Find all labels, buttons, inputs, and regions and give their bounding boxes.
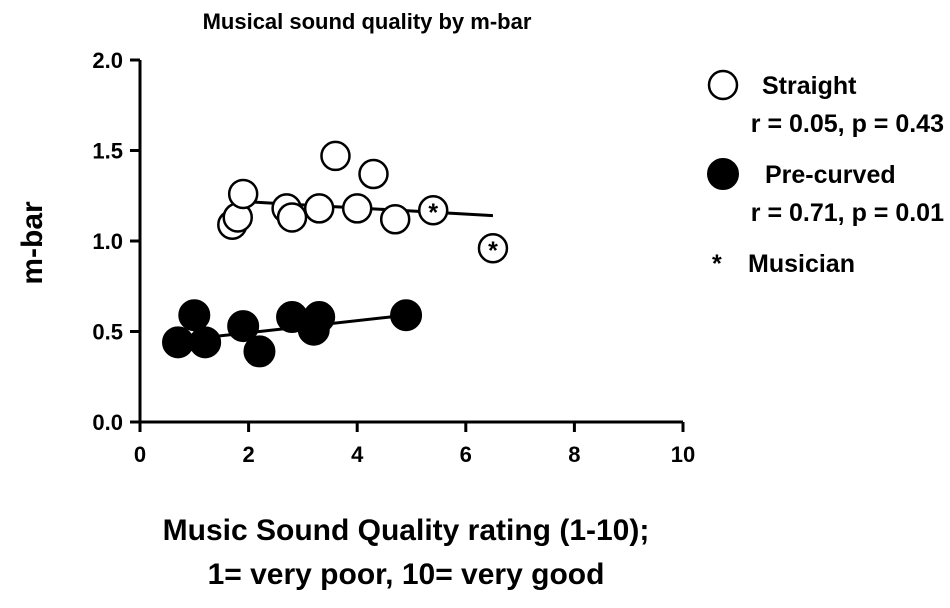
legend-stats-pre-curved: r = 0.71, p = 0.01 bbox=[751, 199, 944, 227]
legend: Straight r = 0.05, p = 0.43 Pre-curved r… bbox=[707, 69, 944, 278]
legend-marker-straight bbox=[707, 69, 739, 101]
x-axis-label-line-2: 1= very poor, 10= very good bbox=[208, 558, 605, 591]
point-series-0 bbox=[358, 158, 389, 190]
point-series-1 bbox=[303, 301, 336, 334]
x-axis-ticks: 0 2 4 6 8 10 bbox=[134, 422, 695, 467]
x-tick-label: 0 bbox=[134, 442, 146, 467]
y-axis-label: m-bar bbox=[16, 201, 49, 285]
x-tick-label: 10 bbox=[671, 442, 695, 467]
chart-title: Musical sound quality by m-bar bbox=[203, 9, 532, 34]
point-series-0 bbox=[417, 194, 449, 226]
legend-musician-label: Musician bbox=[748, 250, 855, 278]
point-series-1 bbox=[243, 335, 276, 368]
musician-marker: * bbox=[428, 199, 438, 227]
y-tick-label: 1.0 bbox=[92, 229, 123, 254]
x-tick-label: 4 bbox=[351, 442, 364, 467]
y-tick-label: 2.0 bbox=[92, 48, 123, 73]
data-points: ** bbox=[162, 140, 509, 368]
point-series-0 bbox=[477, 232, 509, 264]
x-axis-label-line-1: Music Sound Quality rating (1-10); bbox=[163, 514, 650, 547]
y-tick-label: 1.5 bbox=[92, 139, 123, 164]
legend-musician-symbol: * bbox=[712, 250, 722, 278]
x-tick-label: 8 bbox=[568, 442, 580, 467]
point-series-0 bbox=[341, 193, 373, 224]
point-series-0 bbox=[379, 204, 411, 235]
y-axis-ticks: 0.0 0.5 1.0 1.5 2.0 bbox=[92, 48, 140, 435]
point-series-1 bbox=[227, 310, 260, 343]
point-series-1 bbox=[390, 299, 423, 332]
point-series-0 bbox=[303, 193, 335, 224]
legend-stats-straight: r = 0.05, p = 0.43 bbox=[751, 110, 944, 138]
x-tick-label: 2 bbox=[242, 442, 254, 467]
point-series-0 bbox=[276, 202, 308, 233]
y-tick-label: 0.0 bbox=[92, 410, 123, 435]
musician-marker: * bbox=[488, 237, 498, 265]
point-series-0 bbox=[320, 140, 351, 172]
legend-marker-pre-curved bbox=[707, 158, 739, 190]
point-series-1 bbox=[189, 326, 222, 359]
x-tick-label: 6 bbox=[460, 442, 472, 467]
point-series-1 bbox=[178, 299, 211, 332]
point-series-0 bbox=[227, 178, 259, 210]
point-series-1 bbox=[162, 326, 195, 359]
y-tick-label: 0.5 bbox=[92, 320, 123, 345]
legend-label-pre-curved: Pre-curved bbox=[765, 161, 896, 189]
legend-label-straight: Straight bbox=[762, 72, 857, 100]
